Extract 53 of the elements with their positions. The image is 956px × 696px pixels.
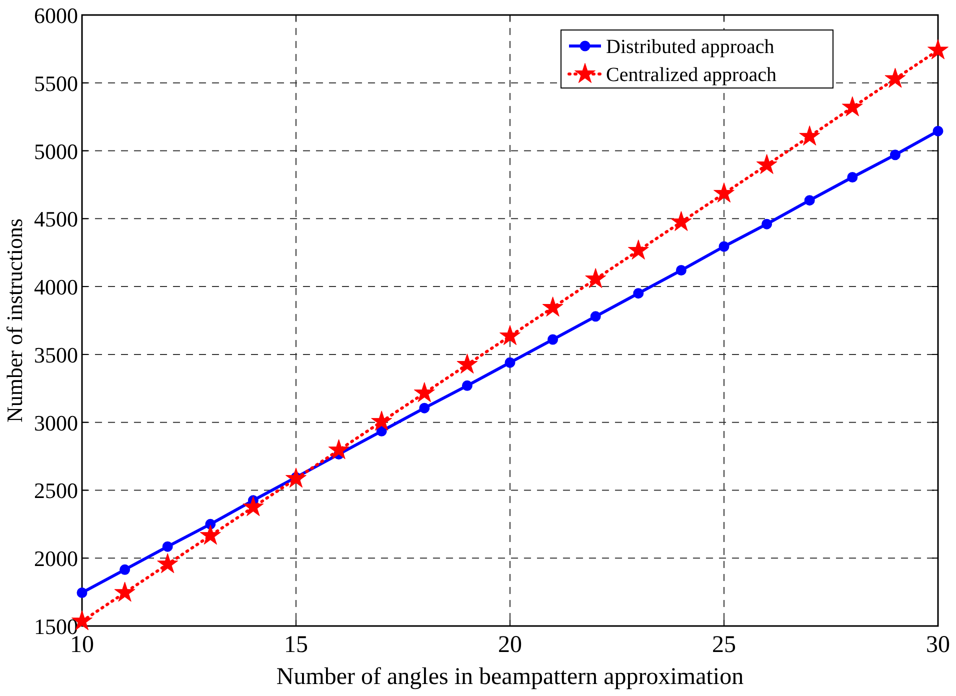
point bbox=[928, 39, 948, 60]
x-tick-label: 25 bbox=[712, 632, 736, 658]
point bbox=[884, 68, 906, 88]
x-tick-label: 20 bbox=[498, 632, 522, 658]
point bbox=[504, 357, 516, 368]
y-axis-title: Number of instructions bbox=[2, 218, 27, 423]
point bbox=[847, 172, 858, 183]
x-tick-label: 15 bbox=[284, 632, 308, 658]
x-axis-title: Number of angles in beampattern approximation bbox=[276, 664, 744, 690]
point bbox=[414, 382, 435, 402]
point bbox=[676, 265, 686, 276]
point bbox=[456, 354, 478, 374]
y-tick-label: 4500 bbox=[34, 206, 78, 232]
y-tick-label: 5000 bbox=[34, 138, 78, 164]
point bbox=[756, 154, 778, 174]
y-tick-label: 5500 bbox=[34, 70, 78, 96]
point bbox=[799, 126, 820, 146]
point bbox=[804, 195, 815, 206]
point bbox=[633, 288, 644, 299]
point bbox=[628, 240, 649, 260]
y-tick-label: 3000 bbox=[34, 410, 78, 436]
point bbox=[590, 311, 601, 322]
point bbox=[157, 553, 178, 574]
point bbox=[76, 587, 88, 598]
point bbox=[242, 496, 264, 516]
x-tick-label: 30 bbox=[926, 632, 950, 658]
point bbox=[114, 582, 136, 602]
y-tick-label: 4000 bbox=[34, 274, 78, 300]
point bbox=[670, 211, 692, 232]
legend-label: Distributed approach bbox=[606, 36, 774, 58]
point bbox=[500, 325, 520, 346]
point bbox=[762, 218, 772, 230]
y-tick-label: 3500 bbox=[34, 342, 78, 368]
point bbox=[371, 410, 392, 431]
point bbox=[328, 439, 350, 460]
legend-label: Centralized approach bbox=[606, 64, 776, 86]
point bbox=[842, 96, 863, 116]
point bbox=[419, 402, 430, 414]
point bbox=[286, 468, 306, 488]
y-tick-label: 2000 bbox=[34, 546, 78, 572]
point bbox=[162, 541, 173, 552]
point bbox=[890, 150, 900, 160]
point bbox=[585, 268, 606, 288]
y-tick-label: 2500 bbox=[34, 478, 78, 504]
point bbox=[542, 296, 564, 317]
point bbox=[932, 126, 944, 136]
point bbox=[200, 524, 221, 545]
point bbox=[718, 241, 730, 252]
point bbox=[548, 334, 558, 345]
point bbox=[462, 380, 472, 391]
point bbox=[714, 182, 734, 203]
point bbox=[120, 564, 130, 575]
y-tick-label: 6000 bbox=[34, 3, 78, 28]
